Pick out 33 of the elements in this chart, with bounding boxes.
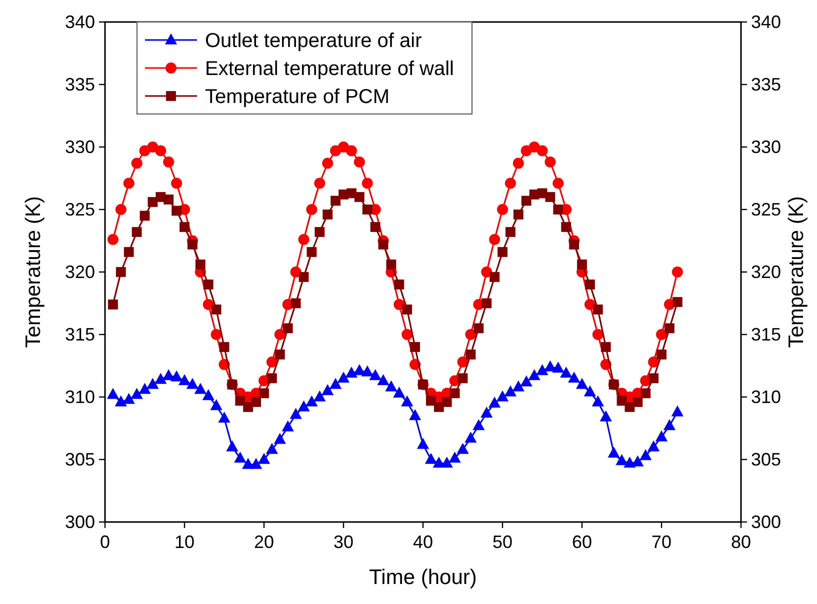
y-tick-label: 325 (64, 200, 95, 220)
y2-tick-label: 340 (751, 12, 782, 32)
y-tick-label: 300 (64, 512, 95, 532)
y-axis-title: Temperature (K) (22, 196, 45, 348)
x-tick-label: 0 (100, 532, 110, 552)
legend-label: Outlet temperature of air (205, 30, 422, 52)
x-tick-label: 10 (174, 532, 195, 552)
y2-tick-label: 315 (751, 324, 782, 344)
y2-tick-label: 310 (751, 387, 782, 407)
y-tick-label: 310 (64, 387, 95, 407)
y-tick-label: 320 (64, 262, 95, 282)
y-tick-label: 315 (64, 324, 95, 344)
y-tick-label: 305 (64, 450, 95, 470)
x-tick-label: 50 (492, 532, 513, 552)
y-tick-label: 340 (64, 12, 95, 32)
x-tick-label: 40 (412, 532, 434, 552)
y2-tick-label: 330 (751, 137, 782, 157)
x-tick-label: 20 (254, 532, 274, 552)
x-tick-label: 30 (333, 532, 354, 552)
y2-tick-label: 305 (751, 450, 782, 470)
x-tick-label: 70 (651, 532, 672, 552)
y2-tick-label: 320 (751, 262, 782, 282)
x-axis-title: Time (hour) (369, 566, 477, 589)
y2-axis-title: Temperature (K) (785, 196, 808, 348)
y-tick-label: 330 (64, 137, 95, 157)
legend-label: External temperature of wall (205, 58, 454, 80)
legend-label: Temperature of PCM (205, 86, 390, 108)
x-tick-label: 80 (730, 532, 752, 552)
y2-tick-label: 300 (751, 512, 782, 532)
y2-tick-label: 325 (751, 200, 782, 220)
x-tick-label: 60 (572, 532, 592, 552)
y2-tick-label: 335 (751, 74, 782, 94)
y-tick-label: 335 (64, 74, 95, 94)
